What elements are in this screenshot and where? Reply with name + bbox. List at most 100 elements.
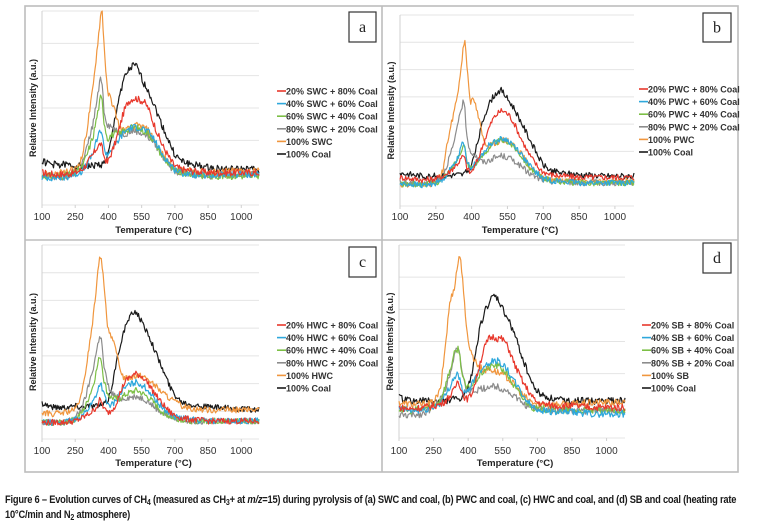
- series-line-c100: [41, 10, 260, 179]
- x-tick-label: 850: [200, 212, 217, 223]
- x-tick-label: 1000: [604, 212, 627, 223]
- legend-item: 80% HWC + 20% Coal: [277, 358, 378, 368]
- caption-prefix: Figure 6 – Evolution curves of CH: [5, 494, 147, 506]
- legend-label: 20% PWC + 80% Coal: [648, 85, 740, 95]
- series-line-c80: [41, 336, 260, 426]
- legend: 20% SWC + 80% Coal 40% SWC + 60% Coal 60% …: [277, 87, 378, 160]
- series-line-c60: [41, 357, 260, 426]
- x-tick-label: 700: [167, 446, 184, 457]
- series-group: [399, 39, 635, 189]
- x-tick-label: 1000: [595, 446, 618, 457]
- caption-sub-4: 4: [146, 498, 151, 507]
- panel-label: a: [359, 19, 366, 36]
- legend-label: 20% SB + 80% Coal: [651, 321, 734, 331]
- legend-item: 60% HWC + 40% Coal: [277, 346, 378, 356]
- series-line-c80: [41, 76, 260, 181]
- x-tick-label: 850: [564, 446, 581, 457]
- legend-item: 20% SWC + 80% Coal: [277, 87, 378, 97]
- x-tick-label: 700: [167, 212, 184, 223]
- legend-item: 100% HWC: [277, 371, 334, 381]
- legend-label: 60% SWC + 40% Coal: [286, 112, 378, 122]
- legend-item: 100% Coal: [277, 150, 331, 160]
- x-axis-title: Temperature (°C): [482, 225, 558, 236]
- x-tick-label: 100: [392, 212, 409, 223]
- legend-item: 100% SWC: [277, 137, 333, 147]
- legend-item: 40% SB + 60% Coal: [642, 333, 734, 343]
- legend-item: 100% Coal: [639, 148, 693, 158]
- series-line-c40: [399, 136, 635, 189]
- legend-label: 40% SWC + 60% Coal: [286, 99, 378, 109]
- series-line-c20: [398, 334, 626, 413]
- x-tick-label: 250: [427, 212, 444, 223]
- legend-item: 20% HWC + 80% Coal: [277, 321, 378, 331]
- legend-item: 80% SB + 20% Coal: [642, 358, 734, 368]
- legend-item: 100% Coal: [277, 384, 331, 394]
- legend-item: 60% SWC + 40% Coal: [277, 112, 378, 122]
- legend-label: 60% SB + 40% Coal: [651, 346, 734, 356]
- legend-item: 60% PWC + 40% Coal: [639, 110, 740, 120]
- series-line-c60: [41, 94, 260, 180]
- x-tick-label: 250: [67, 212, 84, 223]
- y-axis-title: Relative Intensity (a.u.): [385, 292, 395, 390]
- chart-panel-d: 100 250 400 550 700 850 1000 Temperature (°C) Re…: [385, 242, 734, 469]
- y-axis-title: Relative Intensity (a.u.): [28, 59, 38, 157]
- caption-mid2: + at: [229, 494, 248, 506]
- panel-label: c: [359, 254, 366, 271]
- legend-item: 20% SB + 80% Coal: [642, 321, 734, 331]
- panel-label-box: [348, 246, 377, 278]
- legend-label: 100% PWC: [648, 135, 695, 145]
- legend-item: 100% PWC: [639, 135, 695, 145]
- legend: 20% SB + 80% Coal 40% SB + 60% Coal 60% SB…: [642, 321, 734, 394]
- caption-sub-3: 3: [225, 498, 230, 507]
- legend-item: 40% PWC + 60% Coal: [639, 97, 740, 107]
- legend-item: 20% PWC + 80% Coal: [639, 85, 740, 95]
- legend-label: 60% PWC + 40% Coal: [648, 110, 740, 120]
- legend-label: 80% HWC + 20% Coal: [286, 358, 378, 368]
- legend: 20% HWC + 80% Coal 40% HWC + 60% Coal 60% …: [277, 321, 378, 394]
- legend-label: 40% PWC + 60% Coal: [648, 97, 740, 107]
- caption-suffix: atmosphere): [74, 509, 131, 521]
- legend-label: 20% SWC + 80% Coal: [286, 87, 378, 97]
- panel-label-box: [702, 12, 732, 43]
- panel-label: d: [713, 250, 721, 267]
- x-tick-label: 550: [494, 446, 511, 457]
- series-line-c20: [41, 370, 260, 426]
- legend-label: 100% Coal: [286, 150, 331, 160]
- series-group: [41, 256, 260, 426]
- legend-item: 100% SB: [642, 371, 690, 381]
- legend-label: 60% HWC + 40% Coal: [286, 346, 378, 356]
- x-tick-label: 550: [133, 212, 150, 223]
- series-line-coal: [398, 293, 626, 406]
- legend-label: 40% HWC + 60% Coal: [286, 333, 378, 343]
- x-tick-label: 400: [460, 446, 477, 457]
- x-tick-label: 100: [391, 446, 408, 457]
- legend-item: 40% SWC + 60% Coal: [277, 99, 378, 109]
- y-axis-title: Relative Intensity (a.u.): [28, 293, 38, 391]
- x-tick-label: 1000: [230, 212, 253, 223]
- x-tick-label: 700: [529, 446, 546, 457]
- x-tick-label: 250: [425, 446, 442, 457]
- x-axis-title: Temperature (°C): [115, 225, 191, 236]
- legend-label: 100% SWC: [286, 137, 333, 147]
- caption-mid1: (measured as CH: [150, 494, 226, 506]
- chart-panel-c: 100 250 400 550 700 850 1000 Temperature (°C) Re…: [28, 244, 378, 469]
- chart-panel-b: 100 250 400 550 700 850 1000 Temperature (°C) Re…: [386, 12, 740, 236]
- x-tick-label: 550: [133, 446, 150, 457]
- x-tick-label: 1000: [230, 446, 253, 457]
- legend-label: 100% Coal: [648, 148, 693, 158]
- series-line-c100: [41, 256, 260, 418]
- panels: 100 250 400 550 700 850 1000 Temperature (°C) Re…: [28, 10, 740, 469]
- panel-label: b: [713, 20, 721, 37]
- x-tick-label: 850: [571, 212, 588, 223]
- legend-label: 100% Coal: [651, 384, 696, 394]
- legend-item: 80% PWC + 20% Coal: [639, 122, 740, 132]
- series-line-c20: [399, 108, 635, 184]
- x-tick-label: 400: [100, 212, 117, 223]
- x-tick-label: 100: [34, 446, 51, 457]
- legend-label: 100% Coal: [286, 384, 331, 394]
- x-tick-label: 100: [34, 212, 51, 223]
- legend-label: 100% SB: [651, 371, 690, 381]
- x-tick-label: 400: [463, 212, 480, 223]
